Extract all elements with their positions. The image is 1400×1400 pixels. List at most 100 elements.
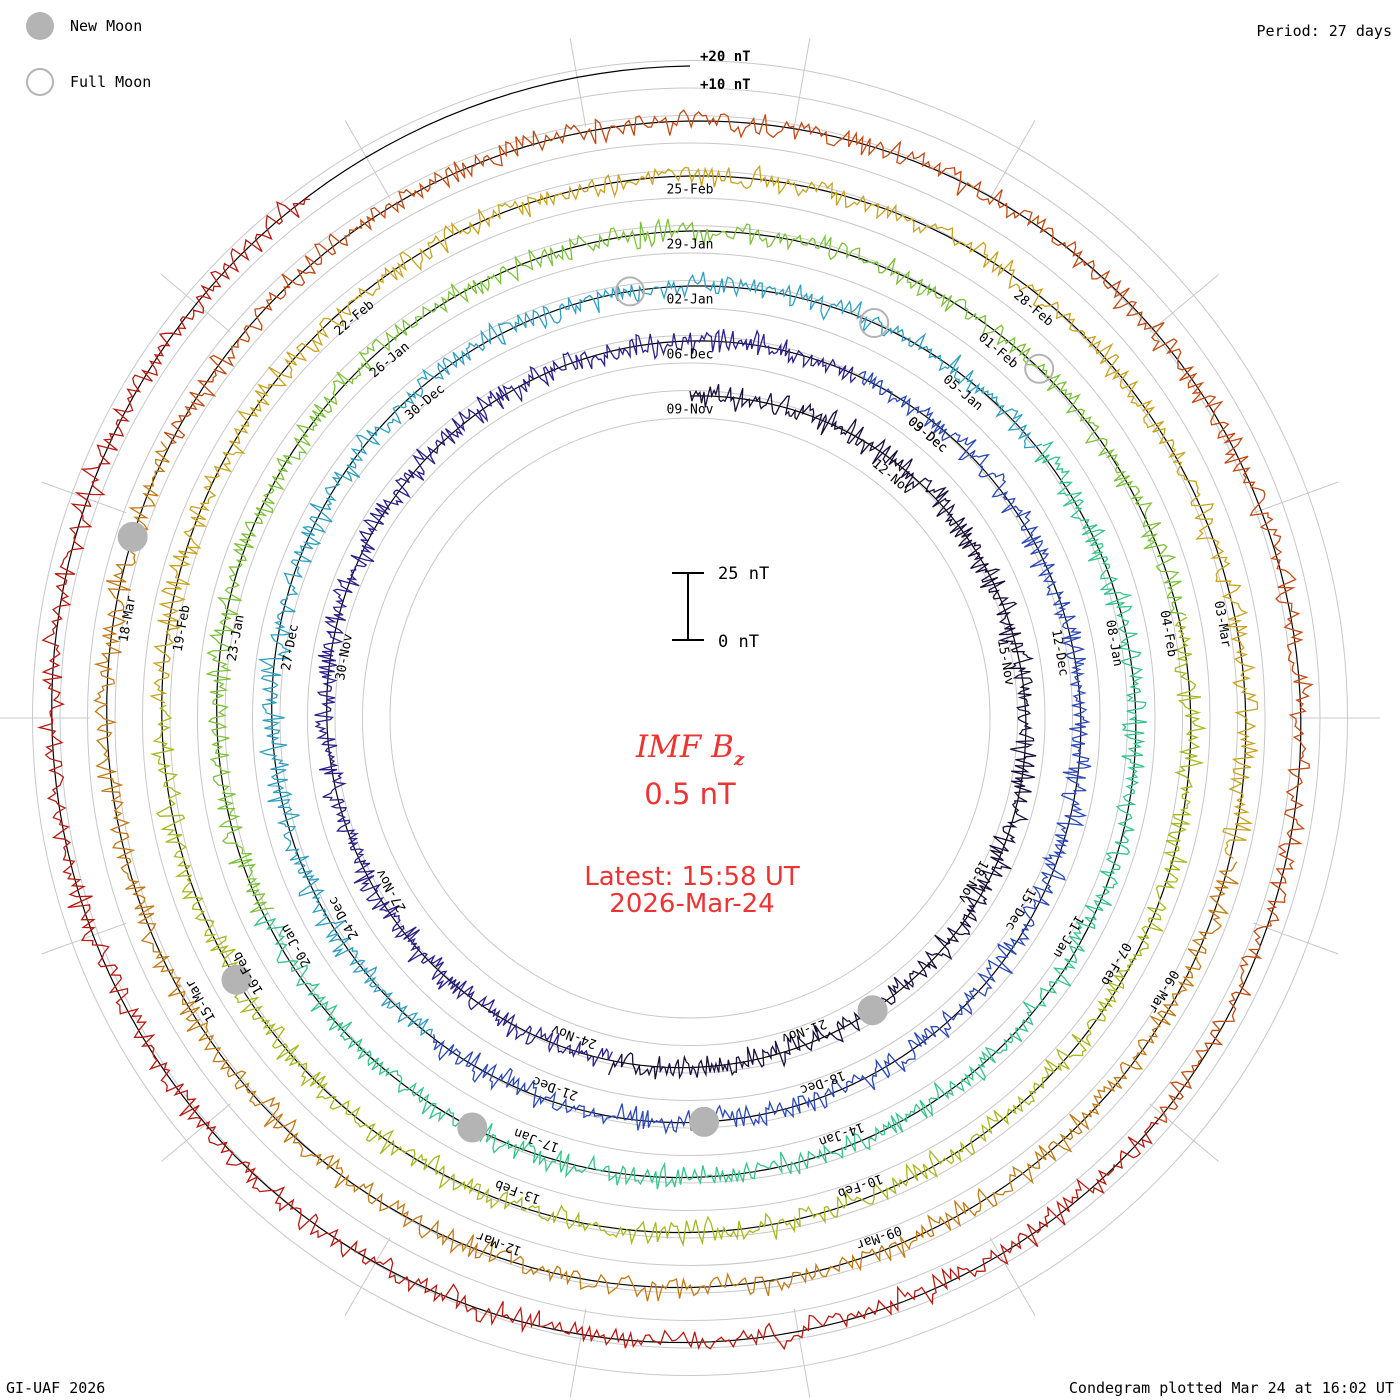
new-moon-marker — [857, 995, 888, 1026]
spoke — [344, 120, 391, 199]
date-tick-label: 06-Mar — [1145, 967, 1182, 1015]
grid-ring — [142, 170, 1238, 1266]
trace-segment — [607, 383, 1037, 1080]
spoke — [1149, 1103, 1219, 1162]
spoke — [1149, 274, 1219, 333]
current-value: 0.5 nT — [644, 777, 736, 811]
new-moon-marker — [221, 964, 252, 995]
scale-bar-top-label: 25 nT — [718, 564, 769, 584]
spoke — [161, 1103, 231, 1162]
date-tick-label: 11-Jan — [1050, 912, 1086, 960]
date-tick-label: 01-Feb — [975, 330, 1021, 372]
spoke — [569, 1308, 587, 1398]
spoke — [793, 38, 811, 128]
spoke — [989, 120, 1036, 199]
period-label: Period: 27 days — [1256, 22, 1392, 40]
footer-plot-time: Condegram plotted Mar 24 at 16:02 UT — [1068, 1379, 1394, 1397]
trace-segment — [205, 218, 1187, 914]
legend-new-moon: New Moon — [26, 12, 142, 40]
grid-ring — [32, 60, 1348, 1376]
legend-full-moon-label: Full Moon — [70, 73, 152, 91]
date-tick-label: 05-Jan — [940, 372, 986, 414]
date-tick-label: 09-Mar — [854, 1222, 903, 1252]
latest-time: Latest: 15:58 UT — [584, 862, 800, 892]
date-tick-label: 25-Feb — [667, 183, 714, 198]
grid-ring — [334, 362, 1046, 1074]
spoke — [344, 1237, 391, 1316]
date-tick-label: 23-Jan — [225, 614, 248, 663]
trace-segment — [149, 164, 1259, 860]
new-moon-marker — [117, 521, 148, 552]
parameter-name: IMF B — [635, 729, 734, 765]
spokes — [0, 38, 1380, 1398]
zero-baselines — [51, 65, 1302, 1344]
date-tick-label: 28-Feb — [1010, 288, 1056, 330]
trace-segment — [258, 271, 1043, 1037]
full-moon-icon — [26, 68, 54, 96]
date-tick-label: 03-Mar — [1211, 600, 1234, 649]
grid-ring — [362, 390, 1018, 1046]
outer-scale-label-20: +20 nT — [700, 49, 751, 65]
date-tick-label: 14-Jan — [817, 1119, 866, 1149]
new-moon-marker — [457, 1112, 488, 1143]
spoke — [1253, 481, 1339, 514]
date-tick-label: 09-Nov — [667, 403, 714, 418]
spoke — [989, 1237, 1036, 1316]
legend-full-moon: Full Moon — [26, 68, 151, 96]
full-moon-marker — [859, 308, 890, 338]
zero-baseline-spiral — [51, 65, 1302, 1344]
data-traces — [36, 109, 1314, 1351]
parameter-title: IMF Bz — [635, 729, 745, 770]
grid-ring — [114, 142, 1266, 1294]
date-tick-label: 18-Dec — [798, 1067, 847, 1097]
trace-segment — [253, 440, 1148, 1190]
scale-bar: 25 nT 0 nT — [672, 564, 769, 652]
date-tick-label: 21-Nov — [779, 1015, 828, 1045]
date-tick-label: 26-Jan — [367, 339, 413, 381]
grid-ring — [197, 225, 1183, 1211]
trace-segment — [93, 441, 1239, 1302]
date-tick-label: 02-Jan — [667, 293, 714, 308]
grid-ring — [59, 87, 1321, 1349]
grid-ring — [279, 307, 1101, 1129]
date-tick-label: 19-Feb — [171, 604, 194, 653]
grid-rings — [32, 60, 1348, 1376]
scale-bar-bottom-label: 0 nT — [718, 632, 759, 652]
spoke — [569, 38, 587, 128]
date-tick-label: 04-Feb — [1156, 609, 1179, 658]
center-readout: IMF Bz 0.5 nT Latest: 15:58 UT 2026-Mar-… — [584, 729, 800, 919]
outer-scale-label-10: +10 nT — [700, 77, 751, 93]
new-moon-marker — [689, 1106, 720, 1137]
full-moon-marker — [1024, 353, 1055, 384]
date-tick-label: 10-Feb — [835, 1170, 884, 1200]
date-tick-labels: 09-Nov12-Nov15-Nov18-Nov21-Nov24-Nov27-N… — [116, 183, 1233, 1258]
date-tick-label: 30-Dec — [402, 382, 448, 424]
grid-ring — [307, 335, 1073, 1101]
spoke — [1253, 922, 1339, 955]
legend-new-moon-label: New Moon — [70, 17, 143, 35]
date-tick-label: 24-Dec — [326, 894, 362, 942]
date-tick-label: 12-Dec — [1048, 628, 1071, 677]
date-tick-label: 22-Feb — [332, 297, 378, 339]
latest-date: 2026-Mar-24 — [609, 889, 774, 919]
new-moon-icon — [26, 12, 54, 40]
trace-segment — [314, 329, 857, 1067]
full-moon-marker — [615, 276, 645, 307]
trace-segment — [163, 109, 1314, 1124]
spoke — [793, 1308, 811, 1398]
trace-segment — [36, 198, 1159, 1351]
grid-ring — [224, 252, 1156, 1184]
date-tick-label: 08-Jan — [1102, 619, 1125, 668]
outer-scale-labels: +20 nT +10 nT — [700, 49, 751, 93]
date-tick-label: 15-Nov — [994, 638, 1017, 687]
spoke — [161, 274, 231, 333]
moon-markers — [117, 276, 1055, 1143]
spoke — [41, 922, 127, 955]
date-tick-label: 07-Feb — [1097, 940, 1134, 988]
date-tick-label: 29-Jan — [667, 238, 714, 253]
parameter-subscript: z — [733, 749, 745, 770]
grid-ring — [389, 417, 991, 1019]
footer-credit: GI-UAF 2026 — [6, 1379, 106, 1397]
date-tick-label: 06-Dec — [667, 348, 714, 363]
